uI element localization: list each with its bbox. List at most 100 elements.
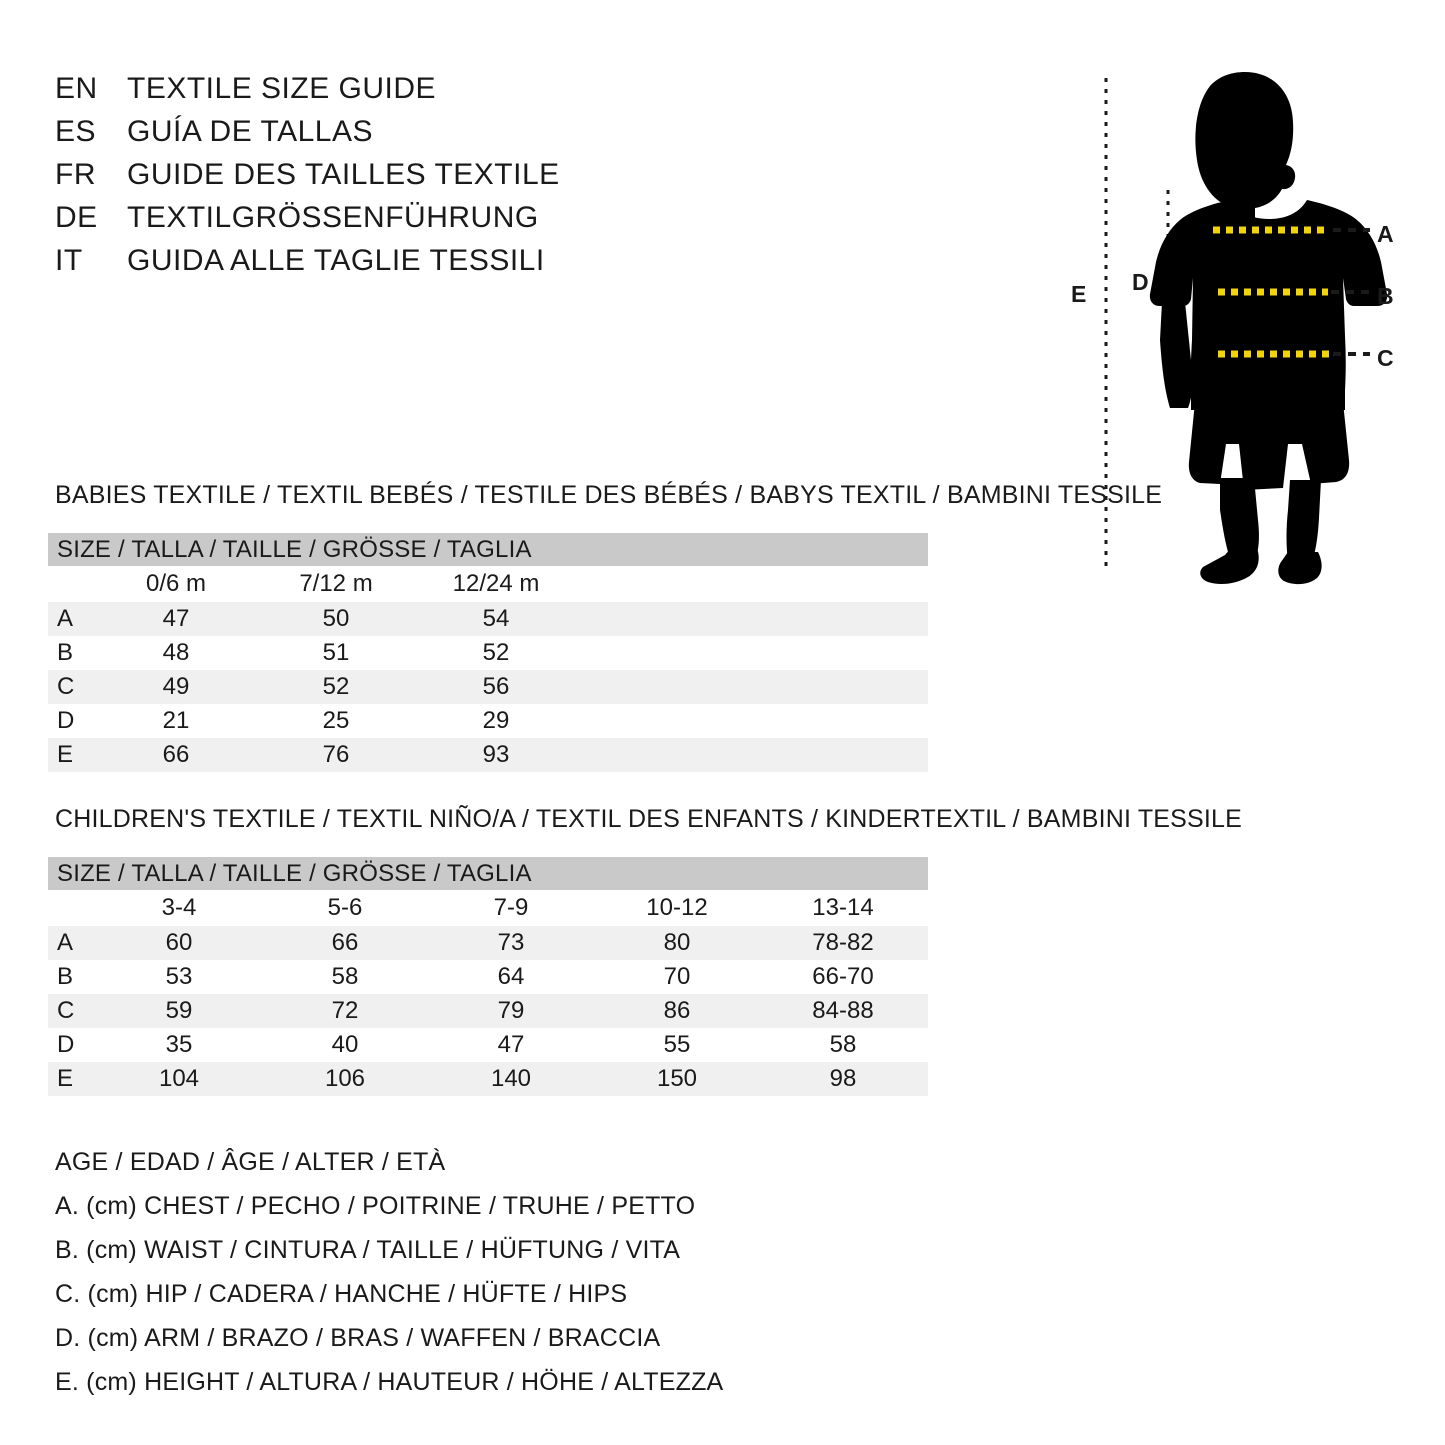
language-row-fr: FR GUIDE DES TAILLES TEXTILE xyxy=(55,158,675,201)
children-row-label-b: B xyxy=(57,963,74,990)
children-column-header-4: 13-14 xyxy=(812,894,874,921)
table-row: C 59 72 79 86 84-88 xyxy=(48,994,928,1028)
figure-marker-a: A xyxy=(1377,221,1394,247)
babies-cell-d-1: 25 xyxy=(322,707,350,734)
babies-table-header-bar: SIZE / TALLA / TAILLE / GRÖSSE / TAGLIA xyxy=(48,533,928,566)
table-row: B 48 51 52 xyxy=(48,636,928,670)
babies-section-title: BABIES TEXTILE / TEXTIL BEBÉS / TESTILE … xyxy=(55,481,1163,509)
children-cell-e-0: 104 xyxy=(158,1065,200,1092)
language-row-en: EN TEXTILE SIZE GUIDE xyxy=(55,72,675,115)
children-table-header-bar: SIZE / TALLA / TAILLE / GRÖSSE / TAGLIA xyxy=(48,857,928,890)
legend-waist: B. (cm) WAIST / CINTURA / TAILLE / HÜFTU… xyxy=(55,1236,681,1264)
children-cell-c-3: 86 xyxy=(663,997,691,1024)
figure-marker-e: E xyxy=(1071,281,1087,307)
language-code-fr: FR xyxy=(55,158,96,191)
babies-cell-b-2: 52 xyxy=(482,639,510,666)
babies-column-header-0: 0/6 m xyxy=(145,570,207,597)
children-cell-d-1: 40 xyxy=(331,1031,359,1058)
language-row-de: DE TEXTILGRÖSSENFÜHRUNG xyxy=(55,201,675,244)
babies-cell-e-2: 93 xyxy=(482,741,510,768)
legend-hip: C. (cm) HIP / CADERA / HANCHE / HÜFTE / … xyxy=(55,1280,628,1308)
measurement-legend: AGE / EDAD / ÂGE / ALTER / ETÀ A. (cm) C… xyxy=(55,1140,723,1404)
children-column-header-2: 7-9 xyxy=(493,894,529,921)
babies-row-label-d: D xyxy=(57,707,75,734)
measurement-figure-diagram xyxy=(1040,40,1445,610)
table-row: A 47 50 54 xyxy=(48,602,928,636)
children-cell-c-2: 79 xyxy=(497,997,525,1024)
babies-row-label-e: E xyxy=(57,741,74,768)
babies-cell-b-0: 48 xyxy=(162,639,190,666)
children-column-header-3: 10-12 xyxy=(646,894,708,921)
children-cell-a-4: 78-82 xyxy=(812,929,874,956)
babies-column-header-2: 12/24 m xyxy=(452,570,540,597)
babies-size-table: SIZE / TALLA / TAILLE / GRÖSSE / TAGLIA … xyxy=(48,533,928,772)
legend-height: E. (cm) HEIGHT / ALTURA / HAUTEUR / HÖHE… xyxy=(55,1368,724,1396)
children-cell-a-2: 73 xyxy=(497,929,525,956)
children-cell-b-0: 53 xyxy=(165,963,193,990)
table-row: C 49 52 56 xyxy=(48,670,928,704)
legend-age: AGE / EDAD / ÂGE / ALTER / ETÀ xyxy=(55,1148,446,1176)
babies-cell-d-2: 29 xyxy=(482,707,510,734)
language-title-fr: GUIDE DES TAILLES TEXTILE xyxy=(127,158,560,191)
children-column-header-row: 3-4 5-6 7-9 10-12 13-14 xyxy=(48,890,928,926)
table-row: E 104 106 140 150 98 xyxy=(48,1062,928,1096)
table-row: D 21 25 29 xyxy=(48,704,928,738)
children-cell-e-3: 150 xyxy=(656,1065,698,1092)
child-silhouette-svg xyxy=(1104,72,1388,585)
children-size-table: SIZE / TALLA / TAILLE / GRÖSSE / TAGLIA … xyxy=(48,857,928,1096)
legend-arm: D. (cm) ARM / BRAZO / BRAS / WAFFEN / BR… xyxy=(55,1324,661,1352)
children-cell-c-4: 84-88 xyxy=(812,997,874,1024)
table-row: B 53 58 64 70 66-70 xyxy=(48,960,928,994)
babies-cell-a-0: 47 xyxy=(162,605,190,632)
children-cell-e-4: 98 xyxy=(829,1065,857,1092)
language-title-en: TEXTILE SIZE GUIDE xyxy=(127,72,437,105)
figure-marker-d: D xyxy=(1132,269,1149,295)
babies-cell-d-0: 21 xyxy=(162,707,190,734)
babies-row-label-a: A xyxy=(57,605,74,632)
language-code-it: IT xyxy=(55,244,83,277)
children-cell-e-2: 140 xyxy=(490,1065,532,1092)
legend-chest: A. (cm) CHEST / PECHO / POITRINE / TRUHE… xyxy=(55,1192,696,1220)
children-cell-d-3: 55 xyxy=(663,1031,691,1058)
child-silhouette-shape xyxy=(1149,72,1388,585)
babies-cell-c-1: 52 xyxy=(322,673,350,700)
children-cell-d-0: 35 xyxy=(165,1031,193,1058)
babies-cell-e-1: 76 xyxy=(322,741,350,768)
babies-column-header-1: 7/12 m xyxy=(299,570,373,597)
language-code-de: DE xyxy=(55,201,98,234)
babies-column-header-row: 0/6 m 7/12 m 12/24 m xyxy=(48,566,928,602)
children-row-label-a: A xyxy=(57,929,74,956)
figure-marker-c: C xyxy=(1377,345,1394,371)
language-title-es: GUÍA DE TALLAS xyxy=(127,115,373,148)
children-cell-c-0: 59 xyxy=(165,997,193,1024)
children-cell-a-0: 60 xyxy=(165,929,193,956)
babies-row-label-b: B xyxy=(57,639,74,666)
children-row-label-e: E xyxy=(57,1065,74,1092)
children-column-header-0: 3-4 xyxy=(161,894,197,921)
children-row-label-d: D xyxy=(57,1031,75,1058)
figure-marker-b: B xyxy=(1377,283,1394,309)
children-cell-d-2: 47 xyxy=(497,1031,525,1058)
children-section-title: CHILDREN'S TEXTILE / TEXTIL NIÑO/A / TEX… xyxy=(55,805,1243,833)
table-row: A 60 66 73 80 78-82 xyxy=(48,926,928,960)
children-cell-a-3: 80 xyxy=(663,929,691,956)
children-cell-b-1: 58 xyxy=(331,963,359,990)
babies-cell-b-1: 51 xyxy=(322,639,350,666)
babies-cell-a-1: 50 xyxy=(322,605,350,632)
babies-cell-c-0: 49 xyxy=(162,673,190,700)
children-cell-b-3: 70 xyxy=(663,963,691,990)
children-cell-c-1: 72 xyxy=(331,997,359,1024)
language-code-en: EN xyxy=(55,72,98,105)
children-cell-e-1: 106 xyxy=(324,1065,366,1092)
children-column-header-1: 5-6 xyxy=(327,894,363,921)
children-cell-a-1: 66 xyxy=(331,929,359,956)
language-title-it: GUIDA ALLE TAGLIE TESSILI xyxy=(127,244,545,277)
language-header-block: EN TEXTILE SIZE GUIDE ES GUÍA DE TALLAS … xyxy=(55,72,675,287)
table-row: E 66 76 93 xyxy=(48,738,928,772)
language-title-de: TEXTILGRÖSSENFÜHRUNG xyxy=(127,201,539,234)
children-cell-b-4: 66-70 xyxy=(812,963,874,990)
table-row: D 35 40 47 55 58 xyxy=(48,1028,928,1062)
babies-cell-c-2: 56 xyxy=(482,673,510,700)
babies-cell-e-0: 66 xyxy=(162,741,190,768)
